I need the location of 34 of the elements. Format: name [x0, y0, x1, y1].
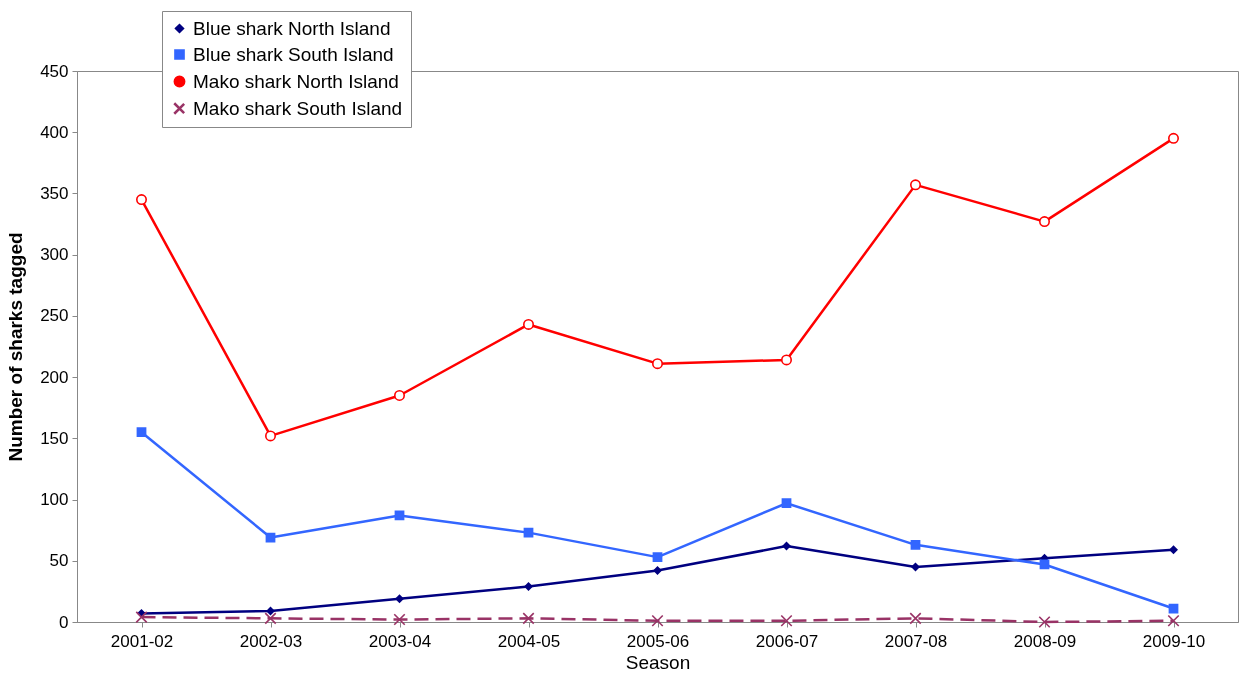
y-tick-label: 250 [40, 306, 69, 326]
x-tick-label: 2006-07 [755, 631, 819, 651]
y-tick-label: 100 [40, 490, 69, 510]
y-tick-label: 300 [40, 245, 69, 265]
legend-label: Blue shark South Island [193, 43, 394, 65]
y-tick-label: 350 [40, 183, 69, 203]
y-axis-title: Number of sharks tagged [5, 232, 27, 462]
x-tick-label: 2001-02 [110, 631, 174, 651]
y-tick-label: 200 [40, 367, 69, 387]
legend-label: Mako shark North Island [193, 70, 399, 92]
y-tick-label: 0 [59, 612, 69, 632]
point [1167, 614, 1180, 627]
point [135, 611, 148, 624]
y-tick-label: 450 [40, 61, 69, 81]
x-tick-label: 2009-10 [1142, 631, 1206, 651]
point [1038, 615, 1051, 629]
x-tick-label: 2002-03 [239, 631, 303, 651]
y-tick-label: 150 [40, 428, 69, 448]
x-tick-label: 2008-09 [1013, 631, 1077, 651]
point [522, 612, 535, 625]
x-tick-label: 2007-08 [884, 631, 948, 651]
point [393, 613, 406, 626]
x-axis-title: Season [625, 651, 691, 673]
point [909, 612, 922, 625]
x-tick-label: 2005-06 [626, 631, 690, 651]
point [651, 614, 664, 627]
legend-label: Blue shark North Island [193, 17, 391, 39]
x-tick-label: 2004-05 [497, 631, 561, 651]
y-tick-label: 50 [49, 551, 69, 571]
point [780, 614, 793, 627]
x-tick-label: 2003-04 [368, 631, 432, 651]
y-tick-label: 400 [40, 122, 69, 142]
point [264, 612, 277, 625]
legend-label: Mako shark South Island [193, 97, 403, 119]
